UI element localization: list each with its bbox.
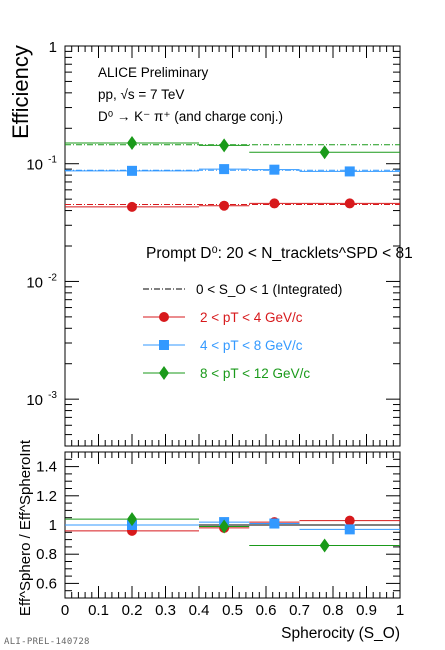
data-point [319, 145, 330, 160]
y-tick-label: 1 [49, 517, 57, 534]
data-point [127, 135, 137, 150]
data-point [269, 164, 280, 175]
y-tick-exponent: -2 [48, 272, 57, 283]
y-tick-exponent: -1 [48, 155, 57, 166]
y-tick-label: 10 [26, 392, 43, 409]
legend-blue-label: 4 < pT < 8 GeV/c [200, 338, 303, 353]
experiment-label: ALICE Preliminary [98, 65, 209, 80]
data-point [269, 518, 280, 529]
y-tick-label: 0.6 [36, 575, 57, 592]
y-tick-label: 1 [49, 39, 57, 56]
data-point [269, 198, 280, 209]
data-point [344, 515, 355, 526]
selection-label: Prompt D⁰: 20 < N_tracklets^SPD < 81 [146, 245, 413, 262]
data-point [219, 138, 230, 153]
data-point [219, 200, 230, 211]
y-tick-label: 10 [26, 157, 43, 174]
x-tick-label: 0.5 [222, 602, 243, 619]
legend-blue-marker [159, 340, 169, 350]
x-tick-label: 0 [61, 602, 69, 619]
legend-green-marker [159, 366, 169, 380]
decay-label: D⁰ → K⁻ π⁺ (and charge conj.) [98, 109, 283, 124]
spherocity-axis-title: Spherocity (S_O) [281, 625, 400, 642]
y-tick-label: 1.2 [36, 488, 57, 505]
data-point [219, 164, 230, 175]
ratio-axis-title: Eff^Sphero / Eff^SpheroInt [17, 439, 34, 616]
x-tick-label: 0.4 [189, 602, 210, 619]
data-point [319, 538, 330, 553]
y-tick-label: 10 [26, 274, 43, 291]
x-tick-label: 0.2 [122, 602, 143, 619]
y-tick-label: 1.4 [36, 459, 57, 476]
legend: 0 < S_O < 1 (Integrated) 2 < pT < 4 GeV/… [143, 282, 342, 381]
x-tick-label: 0.8 [323, 602, 344, 619]
data-point [344, 524, 355, 535]
system-label: pp, √s = 7 TeV [98, 87, 184, 102]
efficiency-axis-title: Efficiency [8, 45, 33, 139]
data-point [219, 519, 230, 534]
ratio-panel: 0.6 0.8 1 1.2 1.4 0 0.1 0.2 0.3 0.4 0.5 0.6 0.7 0.8 0.… [36, 451, 404, 619]
x-tick-label: 0.6 [256, 602, 277, 619]
legend-red-label: 2 < pT < 4 GeV/c [200, 310, 303, 325]
x-tick-label: 0.3 [155, 602, 176, 619]
data-point [127, 201, 137, 212]
legend-integrated-label: 0 < S_O < 1 (Integrated) [196, 282, 342, 297]
legend-green-label: 8 < pT < 12 GeV/c [200, 366, 310, 381]
x-tick-label: 0.9 [356, 602, 377, 619]
data-point [344, 198, 355, 209]
efficiency-panel: 10 -3 10 -2 10 -1 1 [26, 39, 401, 447]
y-tick-label: 0.8 [36, 546, 57, 563]
data-point [344, 166, 355, 177]
y-tick-exponent: -3 [48, 390, 57, 401]
legend-red-marker [159, 312, 169, 322]
data-point [127, 165, 137, 176]
figure-id: ALI-PREL-140728 [4, 637, 90, 647]
x-tick-label: 0.7 [289, 602, 310, 619]
data-point [127, 512, 137, 527]
x-tick-label: 1 [396, 602, 404, 619]
x-tick-label: 0.1 [88, 602, 109, 619]
